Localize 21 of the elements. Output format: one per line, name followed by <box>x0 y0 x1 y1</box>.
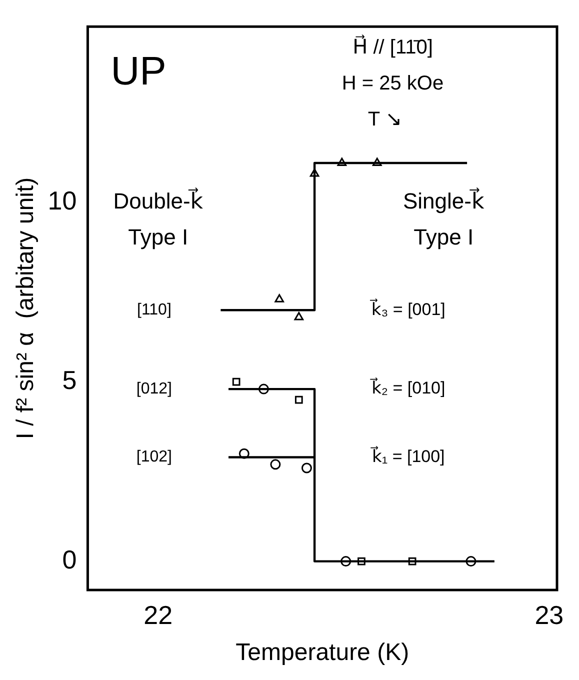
annotation: Type I <box>128 224 188 250</box>
annotation: Type I <box>414 224 474 250</box>
y-tick-label: 5 <box>62 365 77 396</box>
annotation: k⃗₃ = [001] <box>370 298 446 319</box>
annotation: Double-k⃗ <box>113 187 204 214</box>
y-tick-label: 10 <box>48 186 77 216</box>
annotation: [012] <box>136 380 172 398</box>
x-axis-title: Temperature (K) <box>236 639 410 666</box>
y-axis-title: I / f² sin² α (arbitary unit) <box>12 177 40 440</box>
annotation: UP <box>110 49 166 94</box>
annotation: k⃗₂ = [010] <box>370 378 446 398</box>
x-tick-label: 22 <box>144 600 173 630</box>
annotation: Single-k⃗ <box>402 187 484 214</box>
annotation: k⃗₁ = [100] <box>370 446 445 466</box>
annotation: H = 25 kOe <box>342 72 444 95</box>
annotation: T ↘ <box>368 108 402 130</box>
y-tick-label: 0 <box>62 544 77 574</box>
annotation: [102] <box>136 448 172 466</box>
x-tick-label: 23 <box>534 600 564 630</box>
annotation: H⃗ // [11̄0] <box>352 34 433 59</box>
annotation: [110] <box>137 302 172 318</box>
